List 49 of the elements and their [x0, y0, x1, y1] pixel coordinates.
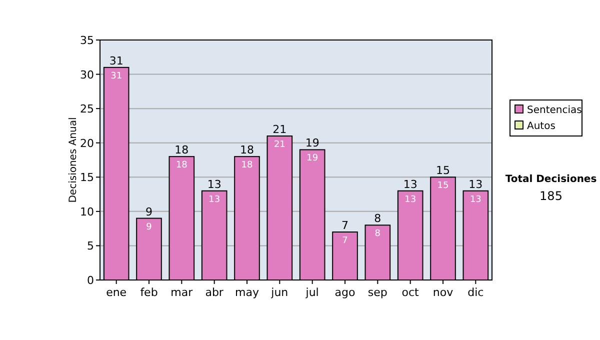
- total-label: 13: [468, 178, 483, 191]
- total-label: 13: [403, 178, 418, 191]
- x-tick-label: oct: [402, 286, 420, 299]
- total-label: 31: [109, 54, 124, 68]
- total-label: 18: [174, 144, 189, 157]
- x-tick-label: abr: [205, 286, 224, 299]
- data-label: 21: [274, 140, 286, 150]
- x-tick-label: mar: [170, 286, 194, 299]
- text: Total Decisiones: [505, 174, 597, 185]
- y-tick-label: 5: [87, 240, 94, 253]
- legend-label: Autos: [527, 121, 556, 132]
- x-tick-label: ene: [106, 286, 127, 299]
- data-label: 18: [176, 160, 188, 171]
- x-tick-label: jul: [304, 286, 319, 299]
- data-label: 13: [404, 194, 416, 205]
- x-tick-label: jun: [270, 286, 288, 299]
- text: 185: [540, 189, 562, 203]
- y-tick-label: 20: [80, 136, 94, 150]
- x-tick-label: dic: [468, 286, 484, 299]
- y-tick-label: 30: [80, 68, 94, 82]
- x-tick-label: feb: [140, 286, 158, 299]
- y-axis-title: Decisiones Anual: [68, 117, 79, 203]
- total-label: 18: [240, 144, 254, 157]
- y-tick-label: 25: [80, 102, 94, 116]
- x-tick-label: sep: [368, 286, 388, 299]
- total-label: 7: [342, 219, 348, 232]
- data-label: 13: [208, 194, 220, 205]
- legend-label: Sentencias: [527, 105, 582, 116]
- y-tick-label: 0: [87, 274, 94, 287]
- x-tick-label: nov: [432, 286, 454, 299]
- total-label: 8: [374, 212, 382, 226]
- data-label: 15: [437, 181, 449, 192]
- x-tick-label: ago: [334, 286, 356, 299]
- data-label: 9: [146, 222, 152, 232]
- data-label: 18: [241, 160, 253, 171]
- data-label: 7: [342, 236, 348, 246]
- data-label: 19: [306, 154, 318, 164]
- y-tick-label: 35: [80, 34, 94, 47]
- data-label: 8: [374, 229, 381, 240]
- data-label: 13: [470, 194, 482, 205]
- y-tick-label: 10: [80, 205, 94, 218]
- total-label: 9: [146, 205, 152, 218]
- data-label: 31: [110, 71, 122, 82]
- x-tick-label: may: [235, 286, 260, 299]
- total-label: 21: [272, 123, 287, 136]
- total-label: 19: [305, 136, 320, 150]
- y-tick-label: 15: [80, 171, 94, 184]
- total-label: 15: [436, 164, 450, 178]
- total-label: 13: [207, 178, 222, 191]
